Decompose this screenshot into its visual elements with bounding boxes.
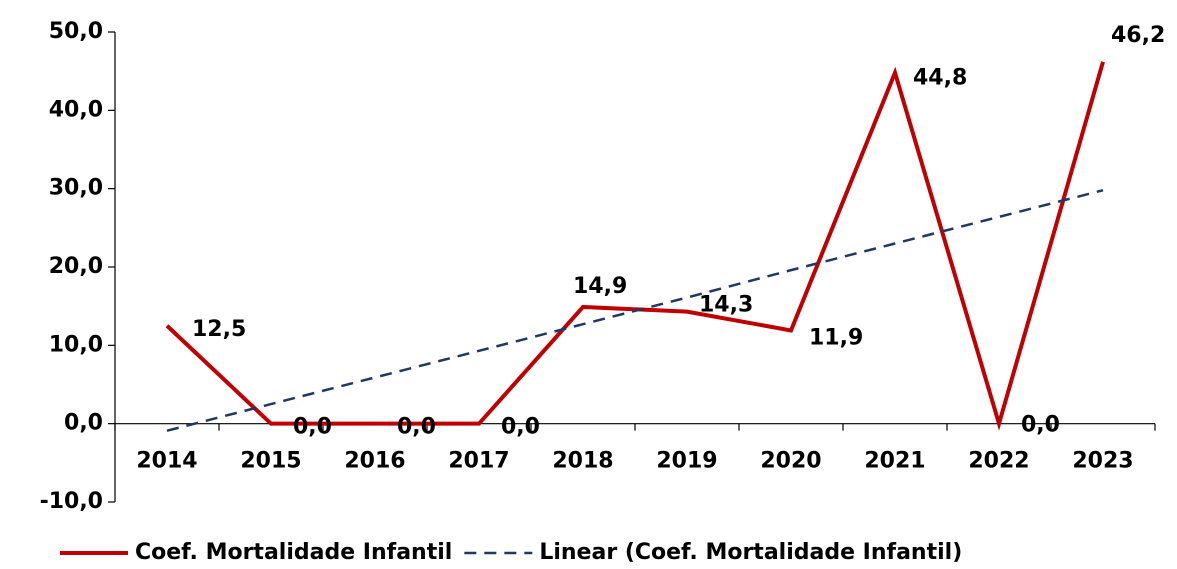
data-label: 12,5 — [192, 317, 246, 342]
x-tick-label: 2022 — [968, 449, 1029, 474]
x-tick-label: 2017 — [448, 449, 509, 474]
x-tick-label: 2019 — [656, 449, 717, 474]
data-label: 44,8 — [913, 66, 967, 91]
legend-label: Linear (Coef. Mortalidade Infantil) — [539, 540, 962, 565]
data-label: 14,9 — [573, 274, 627, 299]
y-tick-label: 30,0 — [49, 176, 103, 201]
data-label: 46,2 — [1111, 23, 1165, 48]
x-tick-label: 2016 — [344, 449, 405, 474]
x-tick-label: 2014 — [136, 449, 197, 474]
data-label: 0,0 — [293, 415, 332, 440]
x-tick-label: 2015 — [240, 449, 301, 474]
data-line — [165, 61, 1105, 431]
x-tick-label: 2023 — [1072, 449, 1133, 474]
y-tick-label: 0,0 — [64, 411, 103, 436]
y-tick-label: 20,0 — [49, 254, 103, 279]
y-tick-label: -10,0 — [40, 489, 103, 514]
data-label: 14,3 — [699, 293, 753, 318]
legend-label: Coef. Mortalidade Infantil — [135, 540, 452, 565]
data-label: 11,9 — [809, 325, 863, 350]
data-label: 0,0 — [1021, 413, 1060, 438]
y-tick-label: 40,0 — [49, 97, 103, 122]
x-tick-label: 2020 — [760, 449, 821, 474]
data-label: 0,0 — [397, 415, 436, 440]
x-tick-label: 2021 — [864, 449, 925, 474]
x-tick-label: 2018 — [552, 449, 613, 474]
y-tick-label: 10,0 — [49, 332, 103, 357]
y-tick-label: 50,0 — [49, 19, 103, 44]
trend-line — [166, 189, 1104, 432]
data-label: 0,0 — [501, 415, 540, 440]
